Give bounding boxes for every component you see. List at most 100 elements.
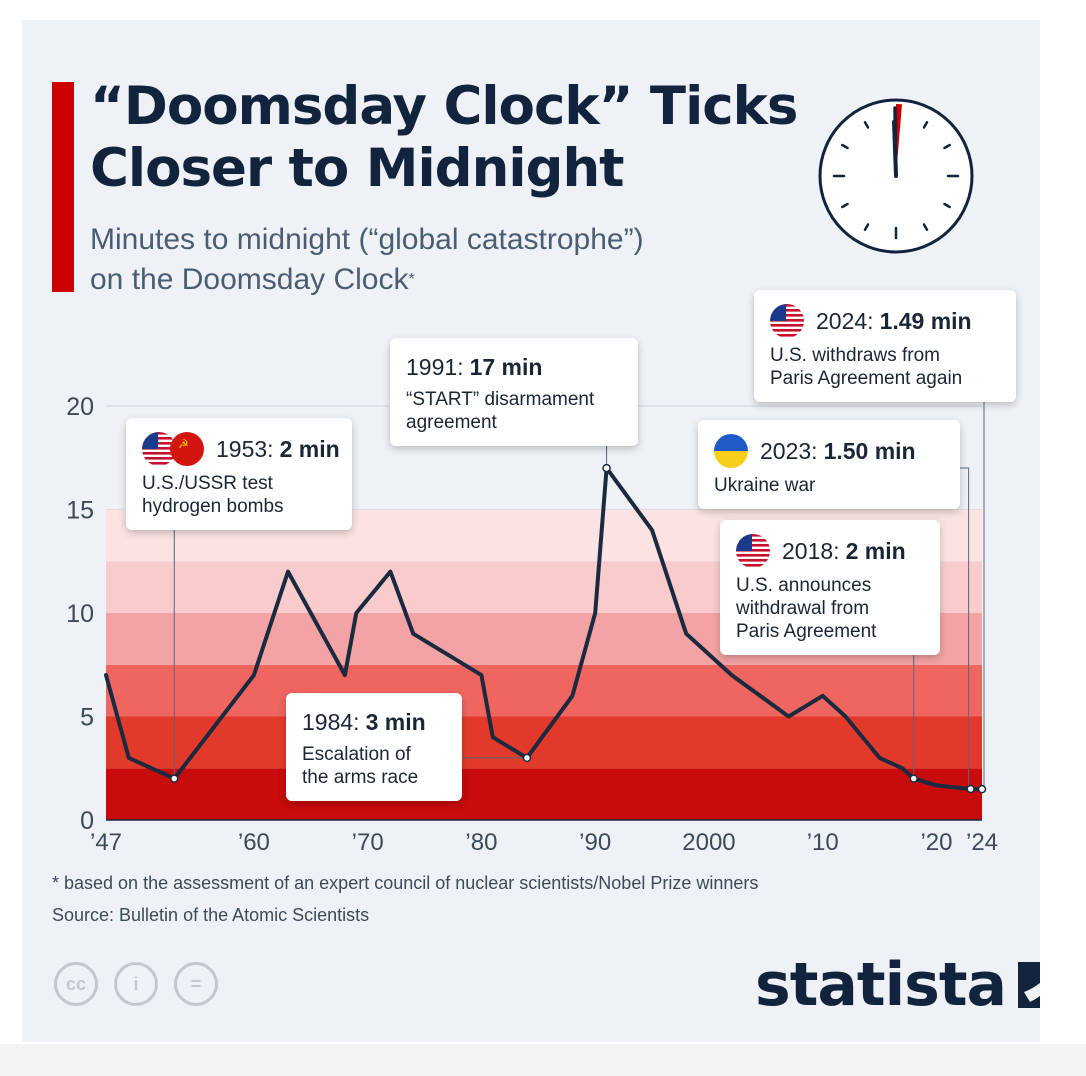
annotation-heading: 2024: 1.49 min (770, 304, 1000, 338)
annotation-1991: 1991: 17 min “START” disarmament agreement (390, 338, 638, 446)
clock-tick (863, 121, 870, 129)
title-line-1: “Doomsday Clock” Ticks (90, 76, 798, 137)
annotated-point (602, 463, 611, 473)
annotation-2023: 2023: 1.50 min Ukraine war (698, 420, 960, 509)
x-tick-label: ’47 (90, 829, 122, 856)
annotation-heading: ☭ 1953: 2 min (142, 432, 340, 466)
y-tick-label: 10 (66, 600, 94, 628)
risk-band (106, 664, 982, 717)
clock-tick (841, 202, 849, 209)
subtitle-line-1: Minutes to midnight (“global catastrophe… (90, 223, 644, 256)
attribution-icon[interactable]: i (114, 962, 158, 1006)
annotation-text: Ukraine war (714, 474, 944, 497)
annotation-text: U.S. withdraws from Paris Agreement again (770, 344, 1000, 390)
annotation-text: “START” disarmament agreement (406, 388, 622, 434)
x-tick-label: ’24 (966, 829, 998, 856)
annotation-text: Escalation of the arms race (302, 743, 446, 789)
annotation-year: 1953: (216, 436, 274, 462)
infographic-card: “Doomsday Clock” Ticks Closer to Midnigh… (22, 20, 1040, 1042)
annotation-line: U.S. withdraws from (770, 345, 940, 366)
annotation-connector (983, 389, 1016, 790)
annotation-line: Paris Agreement (736, 621, 877, 642)
annotation-heading: 1984: 3 min (302, 707, 446, 737)
ukraine-flag-icon (714, 434, 748, 468)
brand-wordmark: statista (755, 950, 1007, 1020)
subtitle-marker: * (408, 271, 415, 288)
x-tick-label: ’20 (920, 829, 952, 856)
subtitle: Minutes to midnight (“global catastrophe… (90, 220, 790, 300)
annotation-connector (960, 467, 970, 789)
annotation-1984: 1984: 3 min Escalation of the arms race (286, 693, 462, 801)
bottom-band (0, 1044, 1086, 1076)
annotation-line: agreement (406, 412, 497, 433)
annotation-value: 2 min (845, 538, 906, 564)
no-derivatives-icon[interactable]: = (174, 962, 218, 1006)
annotated-point (977, 784, 987, 794)
statista-logo[interactable]: statista (755, 950, 1040, 1020)
clock-tick (841, 143, 849, 150)
annotation-line: withdrawal from (736, 598, 870, 619)
annotation-year: 1984: (302, 709, 360, 735)
clock-tick (922, 223, 929, 231)
annotation-value: 3 min (365, 709, 426, 735)
series-line (104, 466, 984, 792)
x-tick-label: ’60 (238, 829, 270, 856)
annotation-line: U.S./USSR test (142, 473, 273, 494)
clock-tick (943, 143, 951, 150)
risk-band (106, 768, 982, 820)
title-line-2: Closer to Midnight (90, 138, 625, 199)
clock-tick (943, 202, 951, 209)
annotation-line: Escalation of (302, 744, 411, 765)
line-chart: 0 5 10 15 20 ’47 ’60 ’70 ’80 ’90 2000 ’10 ’20 ’24 (66, 389, 1016, 856)
annotation-line: Ukraine war (714, 475, 816, 496)
clock-tick (863, 223, 870, 231)
page-title: “Doomsday Clock” Ticks Closer to Midnigh… (90, 76, 810, 200)
annotation-heading: 2023: 1.50 min (714, 434, 944, 468)
annotation-value: 17 min (469, 354, 543, 380)
annotation-year: 1991: (406, 354, 464, 380)
annotation-heading: 1991: 17 min (406, 352, 622, 382)
annotation-2024: 2024: 1.49 min U.S. withdraws from Paris Ag… (754, 290, 1016, 402)
annotation-text: U.S. announces withdrawal from Paris Agree… (736, 574, 924, 643)
x-tick-label: ’70 (352, 829, 384, 856)
annotated-point (170, 774, 179, 783)
annotation-value: 1.50 min (823, 438, 916, 464)
clock-tick (922, 121, 929, 129)
creative-commons-icon[interactable]: cc (54, 962, 98, 1006)
us-flag-icon (142, 432, 176, 466)
annotation-line: Paris Agreement again (770, 368, 963, 389)
annotation-heading: 2018: 2 min (736, 534, 924, 568)
footnote: * based on the assessment of an expert c… (52, 873, 759, 893)
us-flag-icon (770, 304, 804, 338)
annotation-value: 1.49 min (879, 308, 972, 334)
annotation-value: 2 min (279, 436, 340, 462)
annotation-2018: 2018: 2 min U.S. announces withdrawal from P… (720, 520, 940, 655)
annotation-line: U.S. announces (736, 575, 872, 596)
risk-band (106, 716, 982, 769)
subtitle-line-2: on the Doomsday Clock (90, 263, 409, 296)
y-tick-label: 15 (66, 497, 94, 525)
annotation-line: the arms race (302, 767, 419, 788)
annotation-text: U.S./USSR test hydrogen bombs (142, 472, 336, 518)
annotation-line: hydrogen bombs (142, 496, 284, 517)
annotation-year: 2023: (760, 438, 818, 464)
annotation-1953: ☭ 1953: 2 min U.S./USSR test hydrogen bombs (126, 418, 352, 530)
x-tick-label: ’10 (807, 829, 839, 856)
source-note: Source: Bulletin of the Atomic Scientist… (52, 905, 370, 925)
annotation-year: 2018: (782, 538, 840, 564)
clock-icon (818, 98, 974, 254)
y-tick-label: 5 (80, 704, 94, 732)
x-tick-label: ’80 (465, 829, 497, 856)
annotation-year: 2024: (816, 308, 874, 334)
y-tick-label: 20 (66, 393, 94, 421)
statista-mark-icon (1018, 962, 1040, 1008)
annotation-line: “START” disarmament (406, 389, 595, 410)
annotated-point (909, 774, 918, 783)
ussr-flag-icon: ☭ (170, 432, 204, 466)
accent-bar (52, 82, 74, 292)
y-tick-label: 0 (80, 807, 94, 835)
us-flag-icon (736, 534, 770, 568)
svg-text:☭: ☭ (178, 437, 189, 451)
annotated-point (522, 753, 532, 763)
x-tick-label: 2000 (682, 829, 735, 856)
